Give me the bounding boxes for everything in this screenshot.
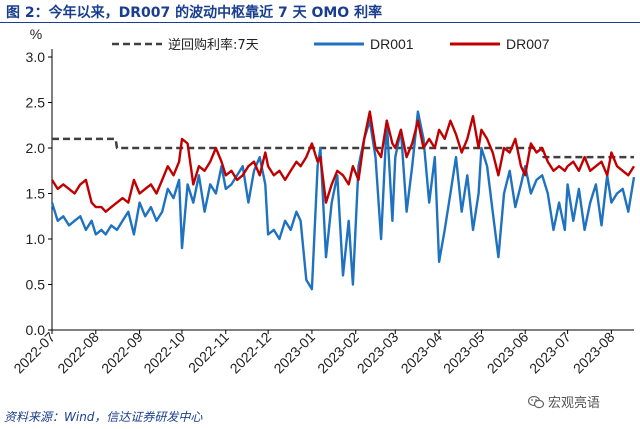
wechat-icon (528, 395, 544, 408)
source-note: 资料来源：Wind，信达证券研发中心 (4, 410, 203, 424)
y-axis-label: % (30, 26, 42, 42)
y-tick-label: 1.0 (26, 231, 46, 247)
x-tick-label: 2023-01 (270, 329, 318, 377)
x-tick-label: 2023-05 (440, 329, 488, 377)
x-tick-label: 2022-12 (227, 329, 275, 377)
x-tick-label: 2023-07 (526, 329, 574, 377)
x-tick-label: 2022-10 (140, 329, 188, 377)
watermark: 宏观亮语 (528, 392, 600, 411)
legend-label: 逆回购利率:7天 (168, 37, 259, 53)
figure-title: 图 2：今年以来，DR007 的波动中枢靠近 7 天 OMO 利率 (6, 5, 383, 21)
legend-label: DR007 (506, 36, 550, 52)
series-group (50, 110, 636, 291)
y-tick-label: 0.5 (26, 277, 46, 293)
series-line-dr001 (50, 110, 636, 291)
legend: 逆回购利率:7天 DR001 DR007 (112, 36, 550, 53)
y-tick-label: 2.0 (26, 140, 46, 156)
x-tick-label: 2023-02 (314, 329, 362, 377)
title-rule (0, 22, 640, 23)
watermark-text: 宏观亮语 (548, 396, 601, 411)
legend-label: DR001 (370, 36, 414, 52)
x-tick-label: 2022-09 (98, 329, 146, 377)
series-line-dr007 (50, 110, 636, 213)
x-tick-label: 2022-08 (54, 329, 102, 377)
x-tick-label: 2022-11 (185, 329, 232, 376)
x-tick-label: 2023-04 (398, 329, 446, 377)
y-tick-label: 2.5 (26, 95, 46, 111)
series-line-omo (52, 137, 634, 159)
x-tick-label: 2023-03 (354, 329, 402, 377)
y-tick-label: 3.0 (26, 49, 46, 65)
x-tick-label: 2023-08 (570, 329, 618, 377)
y-tick-label: 1.5 (26, 186, 46, 202)
y-tick-label: 0.0 (26, 322, 46, 338)
x-tick-label: 2023-06 (484, 329, 532, 377)
